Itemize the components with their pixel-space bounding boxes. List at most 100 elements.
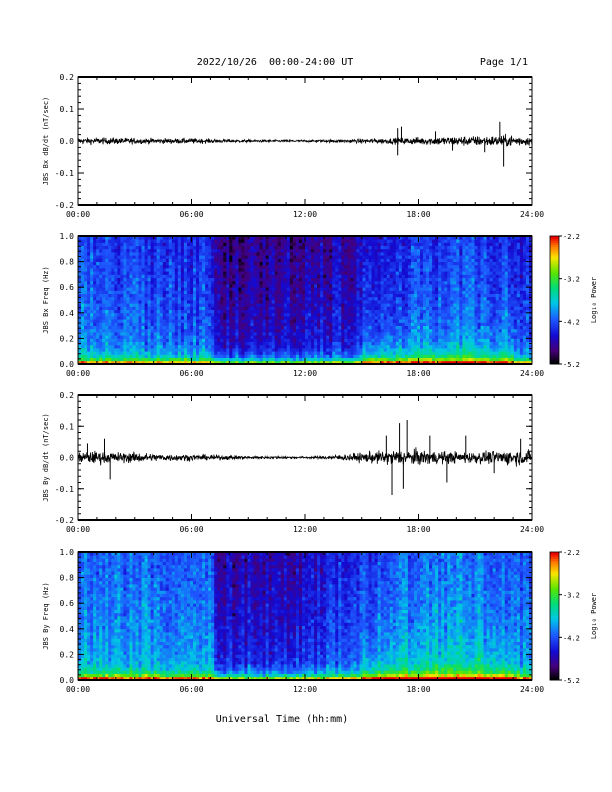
bx-spec-cell xyxy=(326,277,330,282)
bx-spec-cell xyxy=(247,303,251,307)
bx-spec-cell xyxy=(250,277,254,282)
bx-spec-cell xyxy=(108,271,112,275)
bx-spec-cell xyxy=(423,290,427,294)
bx-spec-cell xyxy=(265,255,270,259)
bx-spec-cell xyxy=(183,239,188,243)
bx-spec-cell xyxy=(123,242,127,246)
bx-spec-cell xyxy=(183,306,188,310)
bx-spec-cell xyxy=(87,316,91,320)
bx-spec-cell xyxy=(423,360,427,365)
bx-spec-cell xyxy=(386,319,391,323)
bx-spec-cell xyxy=(407,296,412,301)
bx-spec-cell xyxy=(193,325,197,330)
bx-spec-cell xyxy=(177,268,182,272)
bx-spec-cell xyxy=(253,300,257,304)
bx-spec-cell xyxy=(317,271,321,275)
bx-spec-cell xyxy=(144,248,149,253)
bx-spec-cell xyxy=(283,357,288,362)
bx-spec-cell xyxy=(211,268,215,272)
bx-spec-cell xyxy=(295,245,300,250)
bx-spec-cell xyxy=(250,296,254,301)
bx-spec-cell xyxy=(132,338,136,342)
bx-spec-cell xyxy=(114,290,118,294)
bx-spec-cell xyxy=(105,296,109,301)
bx-spec-cell xyxy=(132,303,136,307)
bx-spec-cell xyxy=(250,268,254,272)
bx-spec-cell xyxy=(211,306,215,310)
bx-spec-cell xyxy=(238,357,242,362)
bx-spec-cell xyxy=(102,344,106,349)
bx-spec-cell xyxy=(205,319,209,323)
bx-spec-cell xyxy=(380,261,385,266)
bx-spec-cell xyxy=(314,236,318,240)
bx-spec-cell xyxy=(401,357,406,362)
bx-spec-cell xyxy=(371,344,376,349)
bx-spec-cell xyxy=(426,357,430,362)
bx-spec-cell xyxy=(162,360,167,365)
bx-spec-cell xyxy=(208,293,212,298)
bx-spec-cell xyxy=(268,338,273,342)
bx-spec-cell xyxy=(395,357,400,362)
bx-spec-cell xyxy=(199,258,203,262)
bx-spec-cell xyxy=(114,348,118,352)
bx-spec-cell xyxy=(183,290,188,294)
bx-spec-cell xyxy=(410,290,415,294)
bx-spec-cell xyxy=(371,328,376,333)
bx-spec-cell xyxy=(141,268,145,272)
bx-spec-cell xyxy=(162,264,167,269)
bx-spec-cell xyxy=(105,248,109,253)
bx-spec-cell xyxy=(438,245,442,250)
bx-spec-cell xyxy=(141,319,145,323)
bx-spec-cell xyxy=(84,322,88,326)
bx-spec-cell xyxy=(389,306,394,310)
bx-spec-cell xyxy=(253,316,257,320)
bx-spec-cell xyxy=(226,354,230,358)
bx-spec-cell xyxy=(93,322,97,326)
bx-spec-cell xyxy=(332,351,336,355)
bx-spec-cell xyxy=(105,357,109,362)
bx-spec-cell xyxy=(129,236,133,240)
bx-spec-cell xyxy=(320,264,324,269)
bx-spec-cell xyxy=(159,357,164,362)
bx-spec-cell xyxy=(347,252,351,256)
bx-spec-cell xyxy=(413,277,418,282)
bx-spec-cell xyxy=(280,280,285,285)
bx-spec-cell xyxy=(253,258,257,262)
bx-spec-cell xyxy=(244,322,248,326)
bx-spec-cell xyxy=(177,344,182,349)
bx-spec-cell xyxy=(368,351,372,355)
bx-spec-cell xyxy=(171,236,176,240)
bx-spec-cell xyxy=(283,335,288,339)
bx-spec-cell xyxy=(90,351,94,355)
bx-spec-cell xyxy=(286,280,291,285)
bx-spec-cell xyxy=(196,316,200,320)
bx-spec-cell xyxy=(429,322,433,326)
bx-spec-cell xyxy=(277,271,282,275)
bx-spec-cell xyxy=(262,248,267,253)
bx-spec-cell xyxy=(365,248,369,253)
bx-spec-cell xyxy=(120,332,124,336)
bx-spec-cell xyxy=(410,328,415,333)
bx-spec-cell xyxy=(401,271,406,275)
bx-spec-cell xyxy=(301,328,306,333)
bx-spec-cell xyxy=(289,319,294,323)
bx-spec-cell xyxy=(341,344,345,349)
bx-spec-cell xyxy=(416,322,421,326)
bx-spec-cell xyxy=(371,319,376,323)
bx-spec-cell xyxy=(168,274,173,278)
bx-spec-cell xyxy=(283,319,288,323)
bx-spec-cell xyxy=(353,319,357,323)
bx-spec-cell xyxy=(329,248,333,253)
bx-spec-cell xyxy=(308,255,312,259)
bx-spec-cell xyxy=(111,316,115,320)
bx-spec-cell xyxy=(81,284,85,288)
bx-spec-cell xyxy=(389,344,394,349)
bx-spec-cell xyxy=(371,360,376,365)
bx-spec-cell xyxy=(241,322,245,326)
bx-spec-cell xyxy=(420,271,424,275)
bx-spec-cell xyxy=(377,319,382,323)
bx-spec-cell xyxy=(356,252,360,256)
bx-spec-cell xyxy=(271,332,276,336)
bx-spec-cell xyxy=(347,245,351,250)
bx-spec-cell xyxy=(383,242,388,246)
